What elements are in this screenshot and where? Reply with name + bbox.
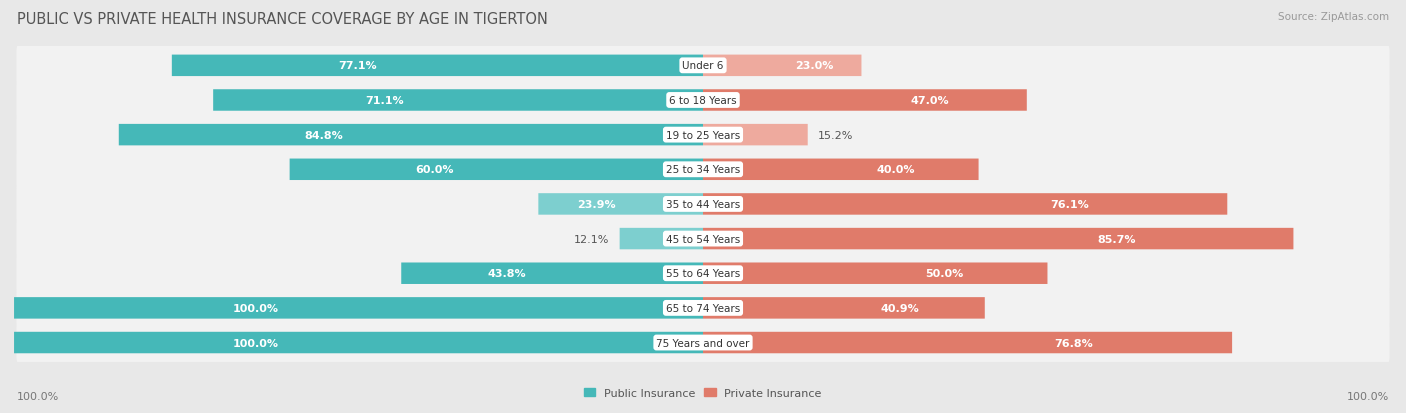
FancyBboxPatch shape <box>703 263 1047 284</box>
Text: 6 to 18 Years: 6 to 18 Years <box>669 96 737 106</box>
Text: 100.0%: 100.0% <box>1347 391 1389 401</box>
FancyBboxPatch shape <box>172 55 703 77</box>
FancyBboxPatch shape <box>17 254 1389 293</box>
Text: 55 to 64 Years: 55 to 64 Years <box>666 268 740 278</box>
Legend: Public Insurance, Private Insurance: Public Insurance, Private Insurance <box>579 383 827 402</box>
Text: 85.7%: 85.7% <box>1097 234 1136 244</box>
FancyBboxPatch shape <box>17 47 1389 85</box>
Text: Source: ZipAtlas.com: Source: ZipAtlas.com <box>1278 12 1389 22</box>
FancyBboxPatch shape <box>401 263 703 284</box>
FancyBboxPatch shape <box>17 81 1389 120</box>
Text: 43.8%: 43.8% <box>488 268 526 278</box>
Text: 12.1%: 12.1% <box>574 234 609 244</box>
FancyBboxPatch shape <box>538 194 703 215</box>
Text: 100.0%: 100.0% <box>232 338 278 348</box>
Text: 23.0%: 23.0% <box>794 61 834 71</box>
Text: PUBLIC VS PRIVATE HEALTH INSURANCE COVERAGE BY AGE IN TIGERTON: PUBLIC VS PRIVATE HEALTH INSURANCE COVER… <box>17 12 548 27</box>
Text: 76.8%: 76.8% <box>1054 338 1092 348</box>
Text: 75 Years and over: 75 Years and over <box>657 338 749 348</box>
FancyBboxPatch shape <box>703 228 1294 250</box>
FancyBboxPatch shape <box>703 297 984 319</box>
Text: 100.0%: 100.0% <box>17 391 59 401</box>
Text: 50.0%: 50.0% <box>925 268 963 278</box>
Text: Under 6: Under 6 <box>682 61 724 71</box>
Text: 84.8%: 84.8% <box>304 131 343 140</box>
FancyBboxPatch shape <box>703 125 807 146</box>
Text: 60.0%: 60.0% <box>415 165 454 175</box>
FancyBboxPatch shape <box>214 90 703 112</box>
FancyBboxPatch shape <box>703 332 1232 354</box>
FancyBboxPatch shape <box>17 323 1389 362</box>
FancyBboxPatch shape <box>703 159 979 180</box>
Text: 40.0%: 40.0% <box>877 165 915 175</box>
FancyBboxPatch shape <box>17 220 1389 259</box>
FancyBboxPatch shape <box>290 159 703 180</box>
Text: 19 to 25 Years: 19 to 25 Years <box>666 131 740 140</box>
Text: 100.0%: 100.0% <box>232 303 278 313</box>
FancyBboxPatch shape <box>118 125 703 146</box>
FancyBboxPatch shape <box>703 90 1026 112</box>
Text: 76.1%: 76.1% <box>1050 199 1090 209</box>
FancyBboxPatch shape <box>17 116 1389 154</box>
Text: 45 to 54 Years: 45 to 54 Years <box>666 234 740 244</box>
FancyBboxPatch shape <box>17 185 1389 224</box>
Text: 35 to 44 Years: 35 to 44 Years <box>666 199 740 209</box>
Text: 15.2%: 15.2% <box>818 131 853 140</box>
Text: 47.0%: 47.0% <box>910 96 949 106</box>
Text: 77.1%: 77.1% <box>339 61 377 71</box>
FancyBboxPatch shape <box>17 150 1389 189</box>
FancyBboxPatch shape <box>620 228 703 250</box>
FancyBboxPatch shape <box>17 289 1389 328</box>
FancyBboxPatch shape <box>703 55 862 77</box>
Text: 25 to 34 Years: 25 to 34 Years <box>666 165 740 175</box>
FancyBboxPatch shape <box>703 194 1227 215</box>
Text: 65 to 74 Years: 65 to 74 Years <box>666 303 740 313</box>
Text: 23.9%: 23.9% <box>576 199 616 209</box>
FancyBboxPatch shape <box>14 332 703 354</box>
Text: 40.9%: 40.9% <box>882 303 920 313</box>
FancyBboxPatch shape <box>14 297 703 319</box>
Text: 71.1%: 71.1% <box>366 96 404 106</box>
